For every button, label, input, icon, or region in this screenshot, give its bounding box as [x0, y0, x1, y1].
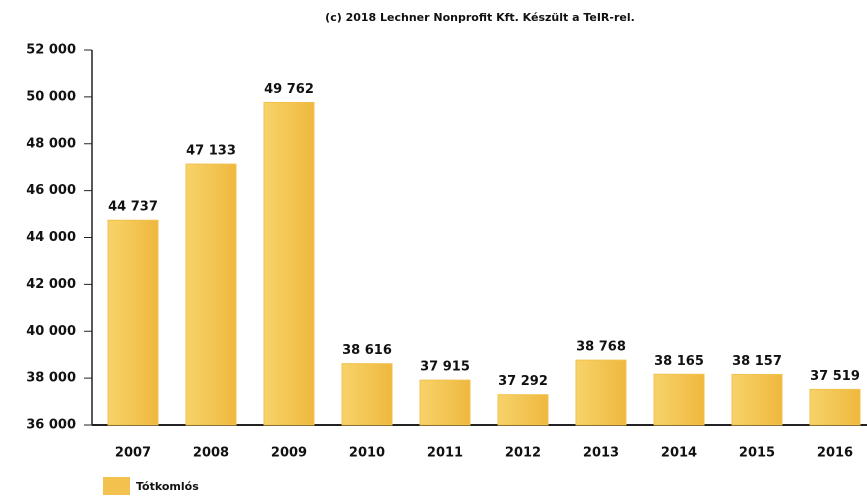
bar: [809, 388, 861, 426]
x-tick-label: 2007: [115, 446, 151, 461]
chart-title: (c) 2018 Lechner Nonprofit Kft. Készült …: [325, 11, 635, 24]
bar: [497, 394, 549, 426]
x-tick-label: 2016: [817, 446, 853, 461]
bar: [419, 379, 471, 426]
y-tick-label: 38 000: [26, 371, 76, 386]
data-label: 44 737: [108, 200, 158, 215]
data-label: 37 915: [420, 360, 470, 375]
data-label: 49 762: [264, 82, 314, 97]
bar: [575, 359, 627, 426]
data-label: 37 519: [810, 369, 860, 384]
y-tick-label: 50 000: [26, 89, 76, 104]
bar: [263, 101, 315, 426]
x-tick-label: 2014: [661, 446, 697, 461]
y-tick-label: 42 000: [26, 277, 76, 292]
legend-label: Tótkomlós: [136, 480, 199, 493]
y-tick-label: 48 000: [26, 136, 76, 151]
bar: [731, 373, 783, 426]
data-label: 38 165: [654, 354, 704, 369]
bar: [653, 373, 705, 426]
x-tick-label: 2012: [505, 446, 541, 461]
bar: [107, 219, 159, 426]
x-tick-label: 2011: [427, 446, 463, 461]
y-tick-label: 40 000: [26, 324, 76, 339]
x-tick-label: 2008: [193, 446, 229, 461]
x-tick-label: 2013: [583, 446, 619, 461]
y-tick-label: 46 000: [26, 183, 76, 198]
x-tick-label: 2009: [271, 446, 307, 461]
x-tick-label: 2010: [349, 446, 385, 461]
bar: [341, 363, 393, 426]
data-label: 38 768: [576, 340, 626, 355]
y-tick-label: 36 000: [26, 418, 76, 433]
y-tick-label: 44 000: [26, 230, 76, 245]
data-label: 47 133: [186, 144, 236, 159]
y-tick-label: 52 000: [26, 43, 76, 58]
x-tick-label: 2015: [739, 446, 775, 461]
bar: [185, 163, 237, 426]
data-label: 38 616: [342, 343, 392, 358]
data-label: 37 292: [498, 374, 548, 389]
legend-swatch: [103, 477, 130, 495]
data-label: 38 157: [732, 354, 782, 369]
